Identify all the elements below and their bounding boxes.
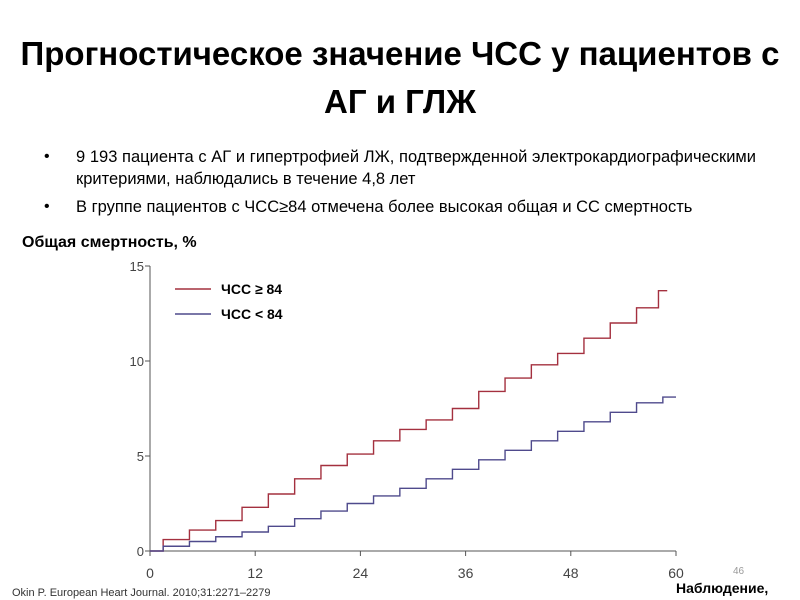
x-tick-label: 36: [458, 565, 474, 581]
x-tick-label: 12: [247, 565, 263, 581]
legend-label: ЧСС ≥ 84: [221, 281, 282, 297]
x-tick-label: 60: [668, 565, 684, 581]
bullet-dot: •: [44, 148, 50, 165]
y-tick-label: 5: [137, 449, 144, 464]
bullet-text: В группе пациентов с ЧСС≥84 отмечена бол…: [76, 198, 693, 216]
bullet-item: • 9 193 пациента с АГ и гипертрофией ЛЖ,…: [44, 146, 756, 190]
legend-label: ЧСС < 84: [221, 306, 283, 322]
series-line-hr-high: [150, 290, 668, 552]
x-tick-label: 0: [146, 565, 154, 581]
slide-number: 46: [733, 566, 745, 577]
bullet-text: 9 193 пациента с АГ и гипертрофией ЛЖ, п…: [76, 148, 756, 188]
bullet-item: • В группе пациентов с ЧСС≥84 отмечена б…: [44, 196, 756, 218]
y-tick-label: 15: [130, 259, 144, 274]
slide-title: Прогностическое значение ЧСС у пациентов…: [20, 35, 780, 120]
x-tick-label: 24: [353, 565, 369, 581]
bullet-list: • 9 193 пациента с АГ и гипертрофией ЛЖ,…: [44, 146, 756, 224]
y-tick-label: 10: [130, 354, 144, 369]
y-axis-label: Общая смертность, %: [22, 234, 197, 251]
x-axis-label: Наблюдение,: [676, 580, 769, 596]
x-tick-label: 48: [563, 565, 579, 581]
y-tick-label: 0: [137, 544, 144, 559]
bullet-dot: •: [44, 198, 50, 215]
citation: Okin P. European Heart Journal. 2010;31:…: [12, 587, 271, 599]
series-line-hr-low: [150, 396, 676, 552]
